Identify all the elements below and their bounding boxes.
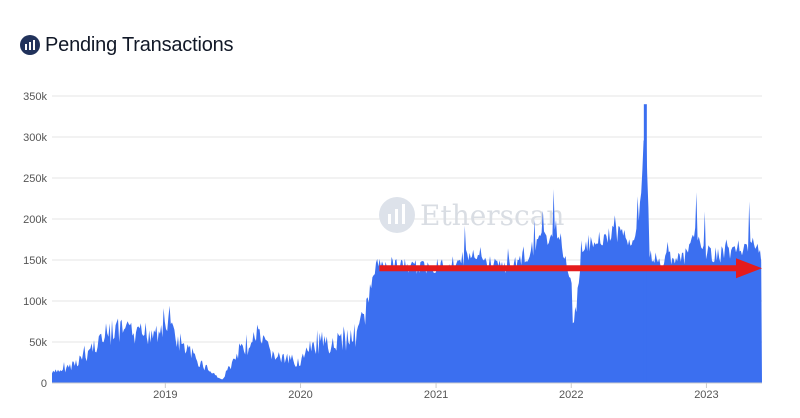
x-tick-label: 2022 [559,389,583,401]
annotation-layer [379,258,762,279]
etherscan-watermark: Etherscan [379,197,564,233]
watermark-text: Etherscan [420,199,564,232]
series-layer [52,104,762,384]
chart-header: Pending Transactions [20,31,234,59]
etherscan-logo-icon [20,35,40,55]
y-tick-label: 100k [23,296,47,308]
x-axis: 2019 2020 2021 2022 2023 [52,382,762,401]
y-tick-label: 300k [23,132,47,144]
x-tick-label: 2020 [288,389,312,401]
y-tick-label: 250k [23,173,47,185]
peak-spike [643,104,647,383]
x-tick-label: 2019 [153,389,177,401]
y-axis: 0 50k 100k 150k 200k 250k 300k 350k [23,91,47,390]
series-area [52,125,762,384]
y-tick-label: 150k [23,255,47,267]
trend-arrow-head [736,258,762,279]
y-tick-label: 50k [29,337,47,349]
page-title: Pending Transactions [45,33,234,56]
x-tick-label: 2021 [424,389,448,401]
y-tick-label: 200k [23,214,47,226]
y-tick-label: 350k [23,91,47,103]
x-tick-label: 2023 [694,389,718,401]
y-tick-label: 0 [41,378,47,390]
